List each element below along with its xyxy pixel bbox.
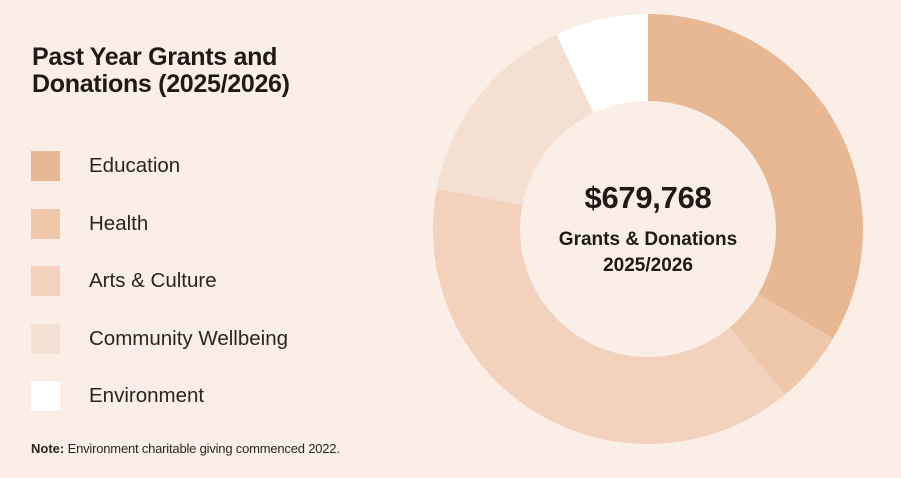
donut-slice-community-wellbeing xyxy=(436,34,594,206)
donut-slice-education xyxy=(648,14,863,339)
footnote: Note: Environment charitable giving comm… xyxy=(31,441,340,456)
footnote-text: Environment charitable giving commenced … xyxy=(64,441,340,456)
chart-title: Past Year Grants and Donations (2025/202… xyxy=(32,43,290,98)
legend: Education Health Arts & Culture Communit… xyxy=(31,151,288,439)
donut-slice-arts-culture xyxy=(432,188,786,444)
donut-slice-environment xyxy=(556,14,648,114)
legend-swatch-environment xyxy=(31,381,60,411)
legend-item-health: Health xyxy=(31,208,288,239)
donut-center-label-line1: Grants & Donations xyxy=(558,229,738,250)
legend-label-community-wellbeing: Community Wellbeing xyxy=(89,326,289,350)
legend-item-environment: Environment xyxy=(31,381,288,411)
donut-center-total: $679,768 xyxy=(584,180,712,215)
footnote-prefix: Note: xyxy=(31,441,65,456)
legend-swatch-community-wellbeing xyxy=(31,323,60,354)
legend-item-community-wellbeing: Community Wellbeing xyxy=(31,323,289,354)
legend-label-health: Health xyxy=(89,211,149,235)
legend-label-education: Education xyxy=(89,154,181,177)
legend-swatch-education xyxy=(31,151,60,181)
legend-swatch-arts-culture xyxy=(31,266,60,296)
legend-swatch-health xyxy=(31,208,60,239)
donut-center-label-line2: 2025/2026 xyxy=(603,255,693,276)
legend-label-arts-culture: Arts & Culture xyxy=(89,269,217,292)
donut-center-label: Grants & Donations 2025/2026 xyxy=(528,227,768,279)
donut-slice-health xyxy=(729,294,834,395)
legend-item-arts-culture: Arts & Culture xyxy=(31,266,288,296)
legend-label-environment: Environment xyxy=(89,384,205,407)
legend-item-education: Education xyxy=(31,151,288,181)
